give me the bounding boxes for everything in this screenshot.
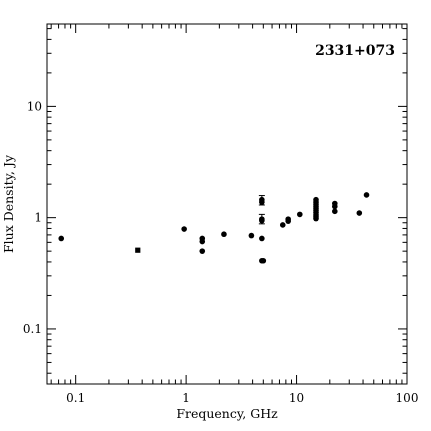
data-point	[279, 222, 286, 228]
data-point	[313, 215, 319, 222]
x-tick-label: 1	[182, 391, 190, 405]
data-point	[259, 217, 265, 224]
data-point	[259, 235, 265, 242]
axis-ticks	[47, 24, 408, 384]
data-point	[199, 238, 206, 245]
chart-title: 2331+073	[315, 43, 395, 59]
y-tick-label: 1	[34, 211, 42, 225]
data-point	[199, 248, 206, 254]
data-point-square	[135, 247, 141, 253]
data-point	[297, 211, 303, 218]
data-point	[260, 257, 267, 264]
data-points	[58, 192, 370, 264]
x-tick-label: 10	[289, 391, 304, 405]
data-point	[356, 210, 363, 216]
data-point	[332, 208, 338, 215]
x-tick-label: 0.1	[66, 391, 85, 405]
y-tick-label: 10	[27, 99, 42, 113]
plot-frame	[46, 23, 408, 385]
tick-labels: 0.1 1 10 100 0.1 1 10	[23, 99, 419, 405]
data-point	[58, 235, 65, 242]
data-point	[181, 226, 187, 232]
data-point	[259, 199, 265, 205]
data-point	[363, 192, 370, 198]
x-axis-label: Frequency, GHz	[176, 406, 278, 421]
data-point	[332, 203, 338, 210]
y-axis-label: Flux Density, Jy	[1, 154, 16, 253]
data-point	[221, 231, 227, 238]
data-point	[285, 216, 291, 222]
data-point	[248, 232, 255, 239]
y-tick-label: 0.1	[23, 322, 42, 336]
x-tick-label: 100	[396, 391, 419, 405]
